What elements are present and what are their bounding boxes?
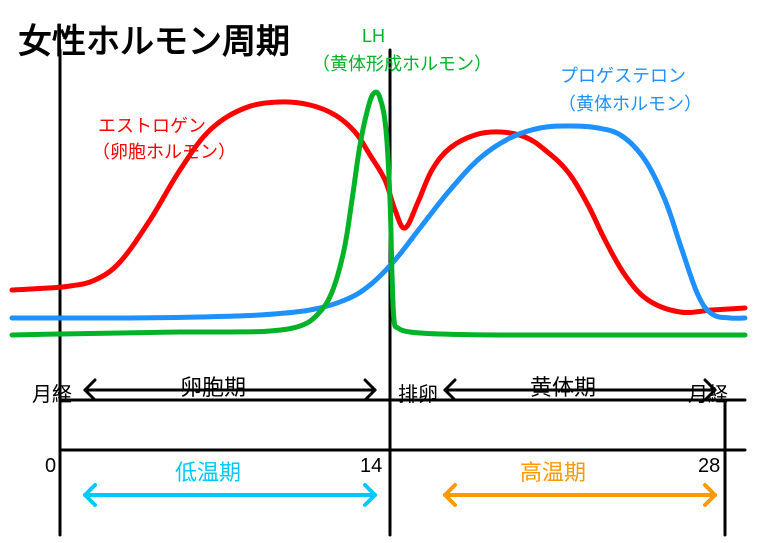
- label-2: LH: [362, 26, 385, 47]
- label-7: 卵胞期: [180, 370, 246, 402]
- tick-2: 28: [698, 455, 720, 478]
- chart-stage: 女性ホルモン周期 エストロゲン（卵胞ホルモン） LH （黄体形成ホルモン） プロゲステ…: [0, 0, 768, 543]
- label-12: 高温期: [520, 455, 586, 487]
- label-5: （黄体ホルモン）: [558, 90, 702, 116]
- label-1: （卵胞ホルモン）: [92, 138, 236, 164]
- label-6: 月経: [32, 378, 72, 407]
- tick-1: 14: [360, 455, 382, 478]
- label-3: （黄体形成ホルモン）: [312, 50, 492, 76]
- chart-title: 女性ホルモン周期: [18, 14, 290, 63]
- label-4: プロゲステロン: [560, 62, 686, 88]
- tick-0: 0: [45, 455, 56, 478]
- label-9: 黄体期: [530, 370, 596, 402]
- label-11: 低温期: [175, 455, 241, 487]
- label-0: エストロゲン: [98, 112, 206, 138]
- label-8: 排卵: [398, 378, 438, 407]
- label-10: 月経: [688, 378, 728, 407]
